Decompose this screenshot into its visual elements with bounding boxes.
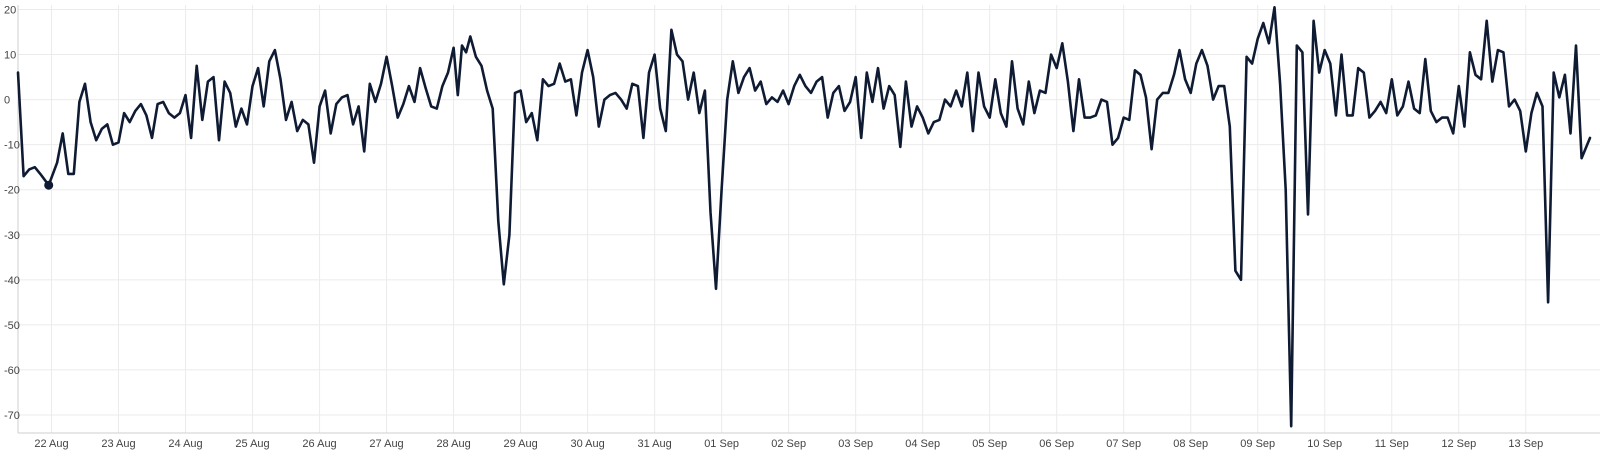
x-tick-label: 22 Aug bbox=[34, 438, 68, 450]
x-tick-label: 12 Sep bbox=[1441, 438, 1476, 450]
x-tick-label: 24 Aug bbox=[168, 438, 202, 450]
x-tick-label: 11 Sep bbox=[1375, 438, 1409, 450]
label-layer: 20 10 0 -10 -20 -30 -40 -50 -60 -70 22 Aug 23 Aug 24… bbox=[4, 5, 1543, 450]
x-tick-label: 05 Sep bbox=[972, 438, 1007, 450]
x-tick-label: 28 Aug bbox=[436, 438, 470, 450]
x-tick-label: 04 Sep bbox=[905, 438, 940, 450]
y-tick-label: -20 bbox=[4, 185, 20, 197]
series-line bbox=[16, 6, 1592, 428]
x-tick-label: 08 Sep bbox=[1173, 438, 1208, 450]
x-tick-label: 02 Sep bbox=[771, 438, 806, 450]
x-tick-label: 13 Sep bbox=[1508, 438, 1543, 450]
x-tick-label: 31 Aug bbox=[637, 438, 671, 450]
x-tick-label: 06 Sep bbox=[1039, 438, 1074, 450]
x-tick-label: 29 Aug bbox=[503, 438, 537, 450]
y-tick-label: -50 bbox=[4, 320, 20, 332]
y-tick-label: -10 bbox=[4, 140, 20, 152]
y-tick-label: 20 bbox=[4, 5, 16, 17]
y-tick-label: -40 bbox=[4, 275, 20, 287]
x-tick-label: 27 Aug bbox=[369, 438, 403, 450]
x-tick-label: 30 Aug bbox=[570, 438, 604, 450]
x-tick-label: 23 Aug bbox=[101, 438, 135, 450]
x-tick-label: 09 Sep bbox=[1240, 438, 1275, 450]
x-tick-label: 03 Sep bbox=[838, 438, 873, 450]
highlight-point-marker[interactable] bbox=[44, 180, 54, 190]
y-tick-label: -60 bbox=[4, 365, 20, 377]
x-tick-label: 01 Sep bbox=[704, 438, 739, 450]
axis-layer bbox=[17, 5, 1600, 434]
y-tick-label: 0 bbox=[4, 95, 10, 107]
grid-layer bbox=[18, 5, 1600, 433]
y-tick-label: 10 bbox=[4, 50, 16, 62]
x-tick-label: 10 Sep bbox=[1307, 438, 1342, 450]
x-tick-label: 07 Sep bbox=[1106, 438, 1141, 450]
x-tick-label: 26 Aug bbox=[302, 438, 336, 450]
x-tick-label: 25 Aug bbox=[235, 438, 269, 450]
series-layer bbox=[16, 6, 1592, 428]
y-tick-label: -30 bbox=[4, 230, 20, 242]
y-tick-label: -70 bbox=[4, 410, 20, 422]
